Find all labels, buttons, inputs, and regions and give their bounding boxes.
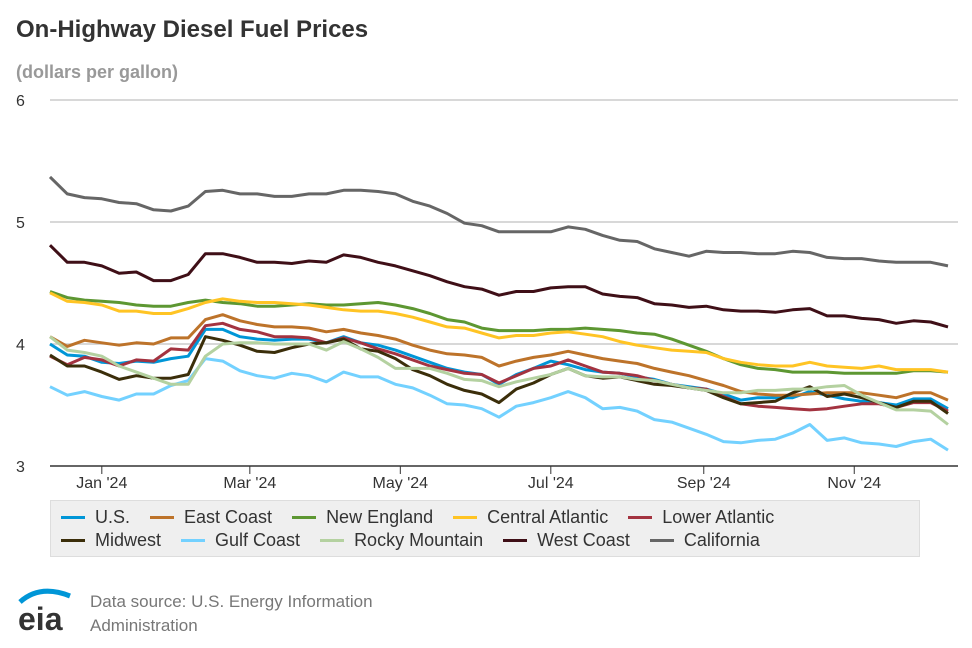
y-tick-label: 6 [16,93,25,110]
chart-title: On-Highway Diesel Fuel Prices [16,16,369,43]
legend-item[interactable]: East Coast [150,506,272,529]
series-line-west-coast [48,244,949,329]
legend: U.S. East Coast New England Central Atlanti… [50,500,920,557]
x-tick-label: Jan '24 [76,475,127,492]
legend-item[interactable]: Central Atlantic [453,506,608,529]
legend-label: Lower Atlantic [662,507,775,527]
x-tick-label: Jul '24 [528,475,574,492]
series-line-east-coast [49,313,949,402]
line-chart: 3 4 5 6 Jan '24 Mar '24 May '24 Jul '24 Sep '24 N… [16,93,958,492]
eia-logo: eia [18,588,71,634]
legend-label: Gulf Coast [215,530,301,550]
legend-swatch [150,516,175,519]
legend-item[interactable]: West Coast [503,529,630,552]
legend-item[interactable]: Gulf Coast [181,529,300,552]
series-line-u-s [49,327,949,411]
legend-label: U.S. [95,507,131,527]
legend-label: Midwest [95,530,162,550]
legend-swatch [453,516,478,519]
series-line-rocky-mountain [49,335,949,426]
y-tick-label: 5 [16,215,25,232]
legend-item[interactable]: California [649,529,760,552]
x-tick-label: Nov '24 [827,475,881,492]
chart-subtitle: (dollars per gallon) [16,62,179,82]
legend-label: West Coast [537,530,630,550]
legend-swatch [628,516,653,519]
x-tick-label: Sep '24 [677,475,731,492]
legend-label: Rocky Mountain [354,530,484,550]
legend-swatch [649,539,674,542]
legend-item[interactable]: Rocky Mountain [320,529,483,552]
legend-swatch [320,539,345,542]
legend-label: Central Atlantic [487,507,609,527]
series-line-california [48,175,949,268]
series-line-new-england [49,290,949,375]
y-tick-label: 4 [16,337,25,354]
legend-swatch [61,539,85,542]
legend-label: New England [326,507,434,527]
svg-text:eia: eia [18,601,63,634]
series-line-midwest [49,335,949,415]
x-tick-label: Mar '24 [223,475,276,492]
legend-swatch [61,516,85,519]
legend-item[interactable]: Midwest [61,529,161,552]
legend-item[interactable]: New England [292,506,433,529]
series-line-lower-atlantic [49,321,949,413]
legend-label: California [683,530,760,550]
legend-label: East Coast [184,507,273,527]
legend-swatch [181,539,206,542]
x-tick-label: May '24 [373,475,429,492]
legend-item[interactable]: Lower Atlantic [628,506,774,529]
series-line-central-atlantic [49,291,949,374]
y-tick-label: 3 [16,459,25,476]
data-source: Data source: U.S. Energy Information Adm… [90,592,373,635]
legend-swatch [503,539,528,542]
legend-item[interactable]: U.S. [61,506,130,529]
legend-swatch [292,516,317,519]
